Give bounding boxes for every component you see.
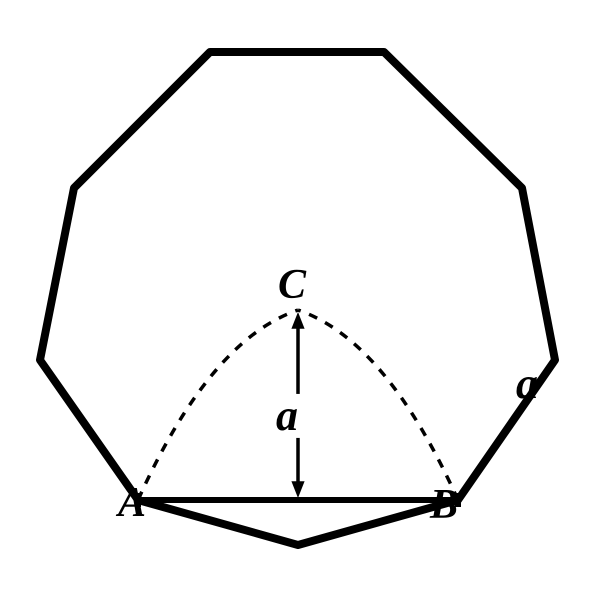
label-c-apex: C [278,262,307,308]
label-b-vertex: B [429,482,458,528]
label-a-apothem: a [276,391,298,440]
heptagon-construction-diagram: A B C a a [0,0,595,600]
arc-right [298,310,458,500]
label-a-side: a [516,359,538,408]
label-a-vertex: A [115,480,146,526]
